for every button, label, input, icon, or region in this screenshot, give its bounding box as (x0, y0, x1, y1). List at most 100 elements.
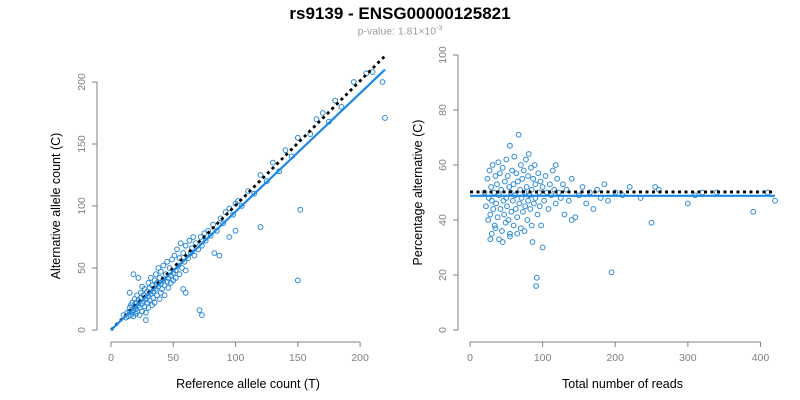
chart-title: rs9139 - ENSG00000125821 (289, 4, 511, 23)
panel1-data-point (332, 97, 339, 104)
panel2-data-point (524, 217, 531, 223)
panel2-data-point (495, 159, 502, 166)
panel1-data-point (156, 296, 163, 302)
panel2-data-point (554, 175, 561, 182)
panel2-data-point (513, 170, 520, 177)
panel2-data-point (511, 153, 518, 160)
panel2-data-point (525, 151, 532, 157)
panel2-data-point (520, 167, 527, 174)
panel2-data-point (528, 222, 535, 229)
panel1-data-point (139, 308, 146, 315)
panel2-data-point (488, 184, 494, 190)
panel1-data-point (180, 250, 187, 257)
panel1-data-point (182, 267, 189, 274)
panel2-data-point (648, 219, 655, 226)
panel1-data-point (157, 268, 164, 275)
panel2-data-point (605, 197, 611, 204)
panel2-data-point (494, 214, 501, 221)
panel2-data-point (537, 178, 544, 185)
panel2-data-point (568, 217, 575, 223)
panel2-data-point (538, 222, 545, 229)
panel1-data-point (135, 275, 142, 281)
panel1-data-point (172, 275, 179, 281)
panel2-data-point (608, 269, 615, 276)
panel1-data-point (216, 252, 223, 259)
panel2-data-point (501, 178, 508, 185)
panel2-data-point (533, 283, 539, 289)
panel1-data-point (207, 232, 214, 239)
panel1-y-axis-title: Alternative allele count (C) (49, 133, 63, 280)
panel2-data-point (488, 197, 495, 204)
panel1-data-point (350, 79, 357, 85)
panel2-data-point (515, 131, 522, 138)
panel1-data-point (232, 227, 239, 234)
panel2-data-point (572, 214, 579, 221)
panel2-data-point (512, 206, 519, 212)
panel2-data-point (510, 181, 517, 188)
panel2-data-point (510, 222, 517, 229)
panel2-data-point (501, 211, 508, 218)
panel1-y-tick-label: 50 (76, 262, 88, 274)
panel2-data-point (542, 173, 549, 179)
panel1-data-point (192, 240, 199, 247)
panel2-x-tick-label: 300 (679, 352, 697, 364)
panel1-data-point (220, 220, 226, 227)
panel1-data-point (294, 134, 301, 141)
panel2-x-tick-label: 200 (606, 352, 624, 364)
panel2-data-point (496, 236, 502, 243)
panel2-data-point (528, 164, 534, 171)
panel2-data-point (498, 186, 505, 193)
panel2-data-point (750, 208, 757, 215)
panel2-y-tick-label: 40 (437, 214, 449, 226)
panel1-x-tick-label: 100 (227, 352, 245, 364)
panel2-data-point (514, 230, 521, 237)
panel1-data-point (257, 224, 264, 230)
panel2-x-tick-label: 0 (467, 352, 473, 364)
panel2-data-point (579, 184, 586, 190)
panel2-y-axis-title: Percentage alternative (C) (411, 120, 425, 266)
panel2-data-point (522, 203, 529, 210)
panel2-data-point (499, 239, 506, 245)
panel2-data-point (484, 175, 491, 182)
panel1-data-point (142, 309, 149, 316)
panel1-data-point (186, 237, 193, 244)
panel1-data-point (160, 262, 167, 269)
panel2-data-point (488, 230, 495, 237)
panel2-data-point (528, 186, 535, 193)
panel1-data-point (319, 110, 326, 116)
panel2-data-point (594, 186, 600, 193)
panel1-data-point (164, 258, 170, 265)
panel2-data-point (551, 186, 558, 193)
panel2-data-point (519, 175, 526, 182)
panel2-data-point (492, 225, 499, 232)
panel1-x-tick-label: 200 (351, 352, 369, 364)
panel1-data-point (182, 289, 189, 296)
panel1-data-point (191, 252, 198, 259)
panel2-data-point (504, 173, 511, 179)
chart-subtitle: p-value: 1.81×10-3 (0, 25, 800, 38)
panel1-data-point (369, 69, 376, 75)
panel1-data-point (130, 271, 137, 278)
panel1-data-point (251, 190, 258, 197)
panel1-data-point (294, 277, 301, 284)
panel2-data-point (552, 200, 559, 207)
panel2-x-axis-title: Total number of reads (562, 377, 683, 391)
panel2-data-point (515, 178, 521, 185)
panel1-data-point (190, 234, 197, 240)
panel2-data-point (517, 162, 524, 168)
panel2-data-point (514, 214, 521, 221)
panel1-data-point (270, 159, 276, 166)
panel2-data-point (491, 222, 498, 229)
panel2-data-point (684, 200, 691, 207)
panel1-data-point (297, 206, 304, 213)
panel2-data-point (507, 230, 513, 237)
panel1-data-point (171, 252, 178, 259)
panel1-y-tick-label: 100 (76, 197, 88, 215)
panel2-data-point (502, 219, 509, 226)
panel2-data-point (530, 175, 537, 182)
panel1-x-tick-label: 0 (108, 352, 114, 364)
panel2-data-point (533, 274, 540, 281)
panel2-data-point (499, 164, 506, 171)
panel1-data-point (182, 242, 189, 249)
panel2-data-point (507, 142, 513, 149)
